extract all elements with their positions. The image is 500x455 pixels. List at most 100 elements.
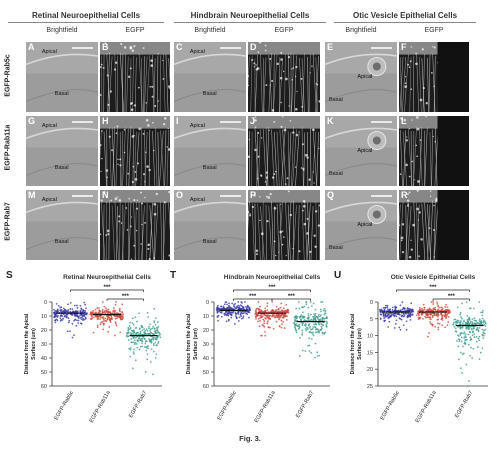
data-point: [257, 301, 260, 303]
data-point: [233, 305, 235, 308]
data-point: [405, 328, 408, 331]
data-point: [478, 301, 481, 303]
data-point: [458, 340, 461, 343]
data-point: [148, 338, 150, 340]
data-point: [393, 315, 396, 318]
data-point: [155, 337, 157, 339]
data-point: [264, 331, 266, 333]
data-point: [149, 323, 151, 326]
data-point: [115, 301, 118, 303]
data-point: [57, 305, 60, 307]
data-point: [321, 318, 324, 321]
data-point: [458, 338, 461, 341]
micrograph-image: [248, 116, 320, 186]
data-point: [312, 318, 315, 321]
data-point: [73, 334, 75, 337]
data-point: [67, 308, 70, 311]
data-point: [227, 306, 230, 309]
scatter-plot: 0 10 20 30 40 50 60 Distance from the ApicalSur…: [186, 285, 330, 424]
chart-title: Retinal Neuroepithelial Cells: [63, 274, 151, 281]
data-point: [272, 327, 275, 330]
data-point: [456, 306, 459, 309]
data-point: [315, 328, 318, 330]
data-point: [149, 328, 152, 331]
data-point: [467, 321, 470, 324]
panel-letter: F: [401, 42, 407, 52]
data-point: [406, 309, 409, 312]
data-point: [136, 331, 139, 334]
data-point: [234, 323, 236, 325]
y-tick-label: 20: [203, 328, 209, 334]
data-point: [219, 311, 222, 314]
column-header: Brightfield: [46, 27, 78, 34]
data-point: [82, 319, 84, 322]
data-point: [301, 324, 304, 327]
data-point: [101, 309, 104, 311]
y-tick-label: 0: [370, 300, 373, 306]
data-point: [454, 318, 457, 321]
micrograph-image: [325, 116, 397, 186]
data-point: [272, 314, 275, 317]
data-point: [481, 309, 484, 312]
data-point: [117, 312, 120, 315]
data-point: [430, 301, 433, 303]
data-point: [310, 318, 313, 321]
micrograph-image: [100, 190, 170, 260]
micrograph-panel-p: P: [248, 190, 320, 260]
data-point: [386, 308, 389, 311]
data-point: [248, 308, 251, 311]
data-point: [409, 315, 412, 318]
data-point: [411, 313, 414, 316]
data-point: [153, 321, 156, 324]
panel-letter: K: [327, 116, 334, 126]
data-point: [150, 341, 153, 344]
data-point: [229, 313, 232, 316]
data-point: [302, 311, 304, 314]
micrograph-panel-g: G Apical Basal: [26, 116, 98, 186]
data-point: [217, 308, 220, 311]
data-point: [386, 306, 389, 309]
data-point: [322, 309, 325, 312]
data-point: [262, 324, 265, 327]
data-point: [316, 355, 319, 357]
column-header: EGFP: [125, 27, 145, 34]
data-point: [387, 326, 390, 328]
data-point: [465, 301, 468, 303]
micrograph-panel-e: E Apical Basal: [325, 42, 397, 112]
data-point: [319, 328, 322, 331]
data-point: [114, 321, 117, 324]
data-point: [144, 370, 147, 373]
data-point: [53, 308, 55, 311]
data-point: [73, 319, 75, 322]
data-point: [459, 311, 462, 314]
section-title-otic: Otic Vesicle Epithelial Cells: [352, 11, 458, 20]
data-point: [89, 313, 92, 316]
data-point: [317, 330, 320, 333]
y-tick-label: 60: [41, 384, 47, 390]
micrograph-panel-k: K Apical Basal: [325, 116, 397, 186]
data-point: [478, 319, 481, 322]
data-point: [256, 307, 259, 310]
data-point: [454, 320, 457, 323]
data-point: [468, 307, 471, 310]
panel-letter: L: [401, 116, 407, 126]
panel-letter: M: [28, 190, 36, 200]
data-point: [234, 311, 237, 314]
data-point: [313, 313, 315, 315]
data-point: [281, 316, 284, 319]
data-point: [53, 313, 56, 316]
column-header: EGFP: [424, 27, 444, 34]
data-point: [482, 331, 485, 334]
data-point: [157, 326, 160, 328]
data-point: [312, 326, 315, 328]
data-point: [388, 320, 391, 323]
data-point: [460, 340, 463, 343]
data-point: [109, 319, 112, 322]
significance-label: ***: [249, 294, 257, 300]
significance-label: ***: [288, 294, 296, 300]
data-point: [227, 314, 230, 317]
data-point: [101, 320, 104, 323]
data-point: [293, 321, 296, 324]
data-point: [468, 318, 471, 321]
significance-label: ***: [429, 285, 437, 291]
